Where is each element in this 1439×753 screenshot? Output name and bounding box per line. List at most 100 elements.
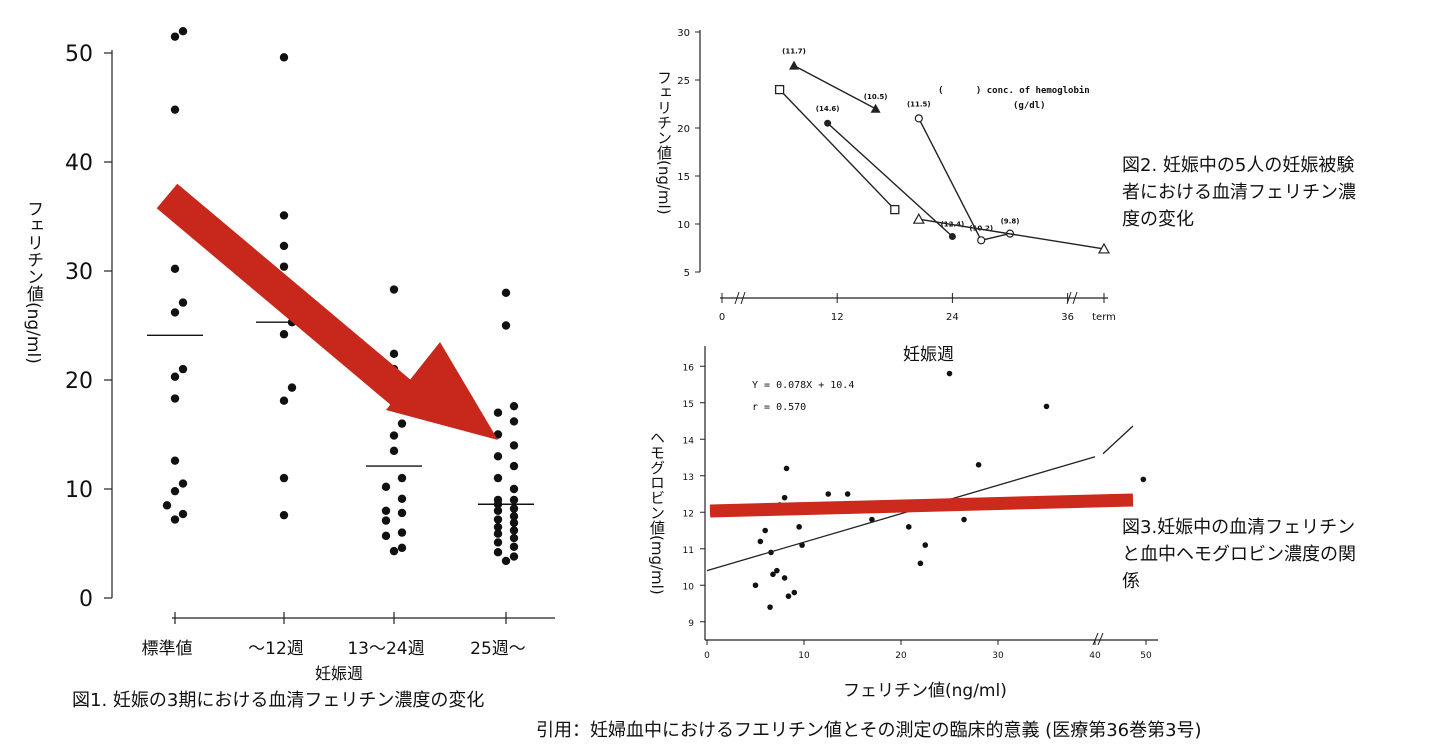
fig3-axis-break xyxy=(1097,632,1104,646)
fig3-r-value: r = 0.570 xyxy=(752,402,807,413)
fig3-data-point xyxy=(917,560,924,567)
fig1-y-tick-label: 30 xyxy=(65,260,93,285)
fig2-y-tick-label: 10 xyxy=(677,220,690,231)
fig1-data-point xyxy=(381,516,391,525)
citation: 引用：妊婦血中におけるフエリチン値とその測定の臨床的意義 (医療第36巻第3号) xyxy=(536,720,1202,741)
fig3-data-point xyxy=(762,527,768,534)
fig3-chart: 9 10 11 12 13 14 15 16 0 10 20 30 40 50 xyxy=(683,346,1158,660)
fig3-regression-line-tail xyxy=(1102,425,1134,455)
fig1-caption: 図1. 妊娠の3期における血清フェリチン濃度の変化 xyxy=(72,690,485,711)
fig1-data-point xyxy=(170,515,180,524)
fig1-data-point xyxy=(397,473,407,483)
fig1-data-point xyxy=(509,441,519,450)
fig3-data-point xyxy=(791,589,798,596)
fig2-triangle-marker xyxy=(870,103,881,113)
fig1-data-point xyxy=(509,461,519,471)
fig3-x-tick-label: 0 xyxy=(704,651,710,660)
fig1-data-point xyxy=(170,372,180,381)
fig3-data-point xyxy=(869,516,875,523)
fig1-data-point xyxy=(509,484,519,494)
fig1-data-point xyxy=(389,285,399,294)
fig3-x-tick-label: 20 xyxy=(895,651,907,660)
fig3-data-point xyxy=(757,538,764,545)
fig1-data-point xyxy=(493,522,503,532)
fig2-series-line xyxy=(827,122,953,237)
fig1-data-point xyxy=(170,456,180,465)
fig2-axis-break xyxy=(740,291,746,305)
fig3-data-points xyxy=(752,370,1147,610)
fig1-data-point xyxy=(493,495,503,505)
fig1-data-point xyxy=(279,211,289,220)
fig3-x-axis-label: フェリチン値(ng/ml) xyxy=(843,681,1007,701)
fig1-data-point xyxy=(287,383,297,392)
fig3-y-tick-label: 13 xyxy=(683,473,694,483)
fig1-data-point xyxy=(493,473,503,483)
fig1-data-point xyxy=(389,349,399,359)
fig1-category-label: 標準値 xyxy=(142,639,193,659)
fig3-y-tick-label: 14 xyxy=(683,436,695,446)
fig3-data-point xyxy=(770,571,776,578)
fig3-y-tick-label: 15 xyxy=(683,400,694,410)
fig1-y-tick-label: 10 xyxy=(65,478,93,503)
fig3-caption-line: 図3.妊娠中の血清フェリチン xyxy=(1122,517,1356,538)
fig1-y-tick-label: 0 xyxy=(79,587,93,612)
fig3-caption: 図3.妊娠中の血清フェリチン と血中ヘモグロビン濃度の関 係 xyxy=(1122,514,1356,595)
fig2-hb-label: (9.8) xyxy=(1001,218,1020,226)
fig2-axis-break xyxy=(1066,291,1072,305)
fig3-y-tick-label: 16 xyxy=(683,363,695,373)
fig2-hb-label: (11.5) xyxy=(907,100,931,108)
fig3-data-point xyxy=(922,542,929,548)
fig2-circle-marker xyxy=(977,236,986,245)
fig1-data-point xyxy=(509,417,519,426)
fig1-data-point xyxy=(509,512,519,521)
fig3-data-point xyxy=(844,491,851,497)
fig3-regression-line xyxy=(706,456,1096,572)
fig3-data-point xyxy=(785,593,792,599)
fig2-series-line xyxy=(779,89,896,211)
fig2-x-tick-label: 12 xyxy=(831,312,844,323)
fig1-data-point xyxy=(509,526,519,535)
fig1-data-point xyxy=(389,446,399,456)
fig2-hb-label: (11.7) xyxy=(782,48,806,56)
fig3-data-point xyxy=(975,462,982,468)
fig3-x-tick-label: 30 xyxy=(992,651,1004,660)
fig1-data-point xyxy=(381,482,391,492)
trend-arrow-shaft xyxy=(156,183,416,409)
fig2-y-tick-label: 25 xyxy=(677,76,690,87)
fig1-data-point xyxy=(397,508,407,518)
fig1-data-point xyxy=(170,32,180,41)
fig2-y-ticks: 5 10 15 20 25 30 xyxy=(677,28,700,279)
fig3-data-point xyxy=(961,516,967,523)
fig1-data-point xyxy=(178,364,188,374)
fig1-data-point xyxy=(397,494,407,504)
fig1-data-point xyxy=(170,264,180,274)
fig3-x-tick-label: 50 xyxy=(1140,651,1152,660)
fig2-y-tick-label: 5 xyxy=(684,268,690,279)
fig3-data-point xyxy=(1043,403,1050,410)
fig2-square-marker xyxy=(774,84,785,95)
fig1-data-point xyxy=(178,479,188,488)
fig1-data-point xyxy=(279,473,289,483)
fig1-data-point xyxy=(279,510,289,520)
fig1-category-label: 13〜24週 xyxy=(347,639,424,659)
fig2-legend-line1: ( ) conc. of hemoglobin xyxy=(938,86,1090,96)
fig2-circle-marker xyxy=(824,119,832,127)
fig2-caption: 図2. 妊娠中の5人の妊娠被験 者における血清フェリチン濃 度の変化 xyxy=(1122,152,1356,233)
fig3-data-point xyxy=(783,465,790,472)
fig1-x-ticks: 標準値 〜12週 13〜24週 25週〜 xyxy=(142,612,526,659)
fig1-data-point xyxy=(178,27,188,36)
fig1-data-point xyxy=(509,542,519,551)
fig1-data-point xyxy=(170,308,180,317)
fig3-axis-break xyxy=(1092,632,1099,646)
fig3-x-tick-label: 10 xyxy=(798,651,810,660)
fig1-y-tick-label: 50 xyxy=(65,42,93,67)
fig3-data-point xyxy=(905,524,912,530)
fig1-data-point xyxy=(509,552,519,561)
fig3-y-axis-label: ヘモグロビン値(mg/ml) xyxy=(648,430,666,595)
fig1-data-point xyxy=(509,533,519,543)
fig2-square-marker xyxy=(890,204,900,215)
fig1-data-point xyxy=(397,543,407,553)
fig1-data-point xyxy=(509,504,519,513)
fig1-data-point xyxy=(170,486,180,496)
fig1-data-point xyxy=(178,298,188,307)
